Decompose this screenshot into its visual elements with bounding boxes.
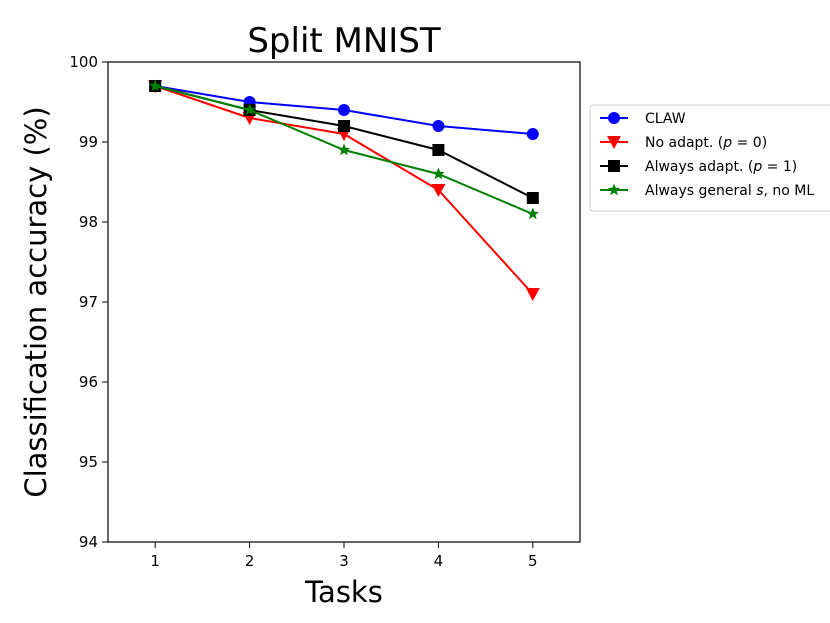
y-tick-label: 98 [79, 213, 98, 231]
x-tick-label: 4 [434, 552, 444, 570]
legend: CLAW No adapt. (p = 0) Always adapt. (p = … [589, 104, 830, 212]
y-axis-label: Classification accuracy (%) [19, 106, 53, 497]
series-3 [149, 79, 539, 220]
data-point [432, 120, 445, 132]
y-tick-label: 96 [79, 373, 98, 391]
data-point [526, 207, 539, 220]
x-tick-label: 5 [528, 552, 538, 570]
legend-label: Always general s, no ML [645, 183, 814, 199]
x-tick-label: 3 [339, 552, 349, 570]
data-point [337, 143, 351, 156]
chart-title: Split MNIST [247, 21, 441, 61]
x-tick-label: 1 [150, 552, 160, 570]
data-point [526, 128, 539, 140]
data-point [338, 120, 350, 132]
data-point [432, 167, 445, 180]
y-axis: 94 95 96 97 98 99 100 [69, 53, 108, 551]
plot-area [148, 79, 540, 301]
data-point [432, 144, 445, 156]
y-tick-label: 95 [79, 453, 98, 471]
x-axis-label: Tasks [304, 575, 383, 609]
data-point [525, 288, 540, 301]
y-tick-label: 94 [79, 533, 98, 551]
legend-marker [607, 136, 621, 149]
legend-marker [608, 112, 620, 124]
x-axis: 1 2 3 4 5 [150, 542, 538, 570]
data-point [338, 104, 350, 116]
data-point [149, 79, 162, 92]
x-tick-label: 2 [245, 552, 255, 570]
series-line [154, 85, 534, 199]
legend-label: No adapt. (p = 0) [645, 135, 767, 151]
y-tick-label: 100 [69, 53, 98, 71]
legend-marker [608, 160, 620, 172]
y-tick-label: 97 [79, 293, 98, 311]
legend-marker [607, 183, 621, 196]
legend-label: CLAW [645, 111, 686, 127]
data-point [526, 192, 539, 204]
data-point [431, 184, 446, 197]
data-point [243, 103, 256, 116]
legend-label: Always adapt. (p = 1) [645, 159, 797, 175]
y-tick-label: 99 [79, 133, 98, 151]
legend-box [589, 104, 830, 212]
